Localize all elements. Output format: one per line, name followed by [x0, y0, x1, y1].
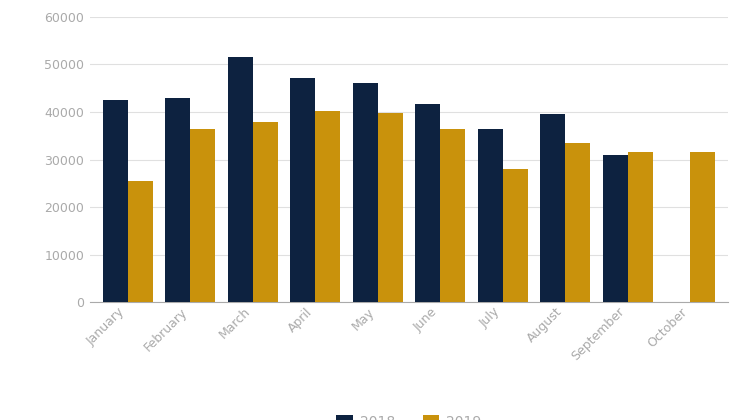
Bar: [165, 98, 190, 302]
Bar: [628, 152, 652, 302]
Bar: [540, 114, 565, 302]
Bar: [290, 78, 315, 302]
Bar: [503, 169, 527, 302]
Bar: [565, 143, 590, 302]
Bar: [602, 155, 628, 302]
Bar: [478, 129, 502, 302]
Bar: [253, 121, 278, 302]
Bar: [690, 152, 715, 302]
Bar: [415, 104, 440, 302]
Bar: [128, 181, 152, 302]
Bar: [315, 111, 340, 302]
Bar: [227, 57, 253, 302]
Bar: [352, 84, 377, 302]
Bar: [377, 113, 403, 302]
Bar: [103, 100, 128, 302]
Bar: [190, 129, 215, 302]
Bar: [440, 129, 465, 302]
Legend: 2018, 2019: 2018, 2019: [331, 410, 487, 420]
